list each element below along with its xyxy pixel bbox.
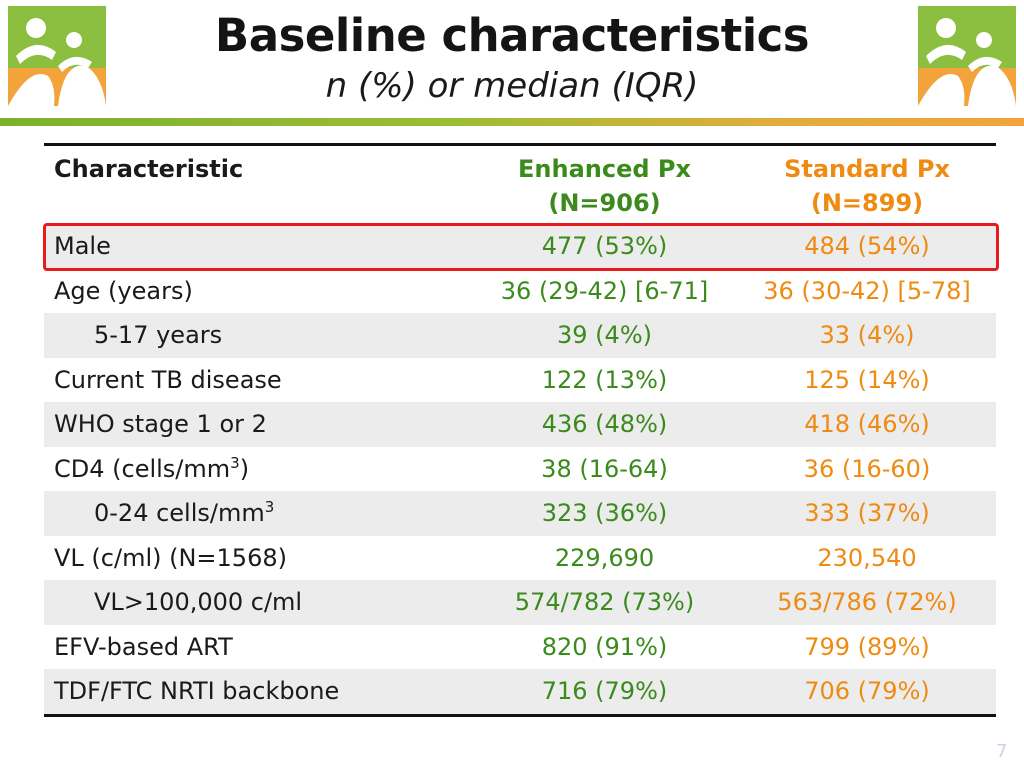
row-label: VL (c/ml) (N=1568): [54, 543, 287, 572]
enhanced-value: 36 (29-42) [6-71]: [500, 276, 709, 305]
family-logo-icon: [8, 6, 106, 106]
standard-value: 799 (89%): [804, 632, 930, 661]
header-enhanced-n: (N=906): [548, 189, 661, 217]
table-row-efv: EFV-based ART 820 (91%) 799 (89%): [44, 625, 996, 670]
row-label-text: 0-24 cells/mm: [94, 499, 265, 527]
row-label-superscript: 3: [264, 498, 275, 516]
slide-subtitle: n (%) or median (IQR): [325, 66, 699, 106]
slide-title: Baseline characteristics: [214, 9, 810, 62]
enhanced-value: 820 (91%): [541, 632, 668, 661]
standard-value: 125 (14%): [804, 365, 930, 394]
row-label-suffix: ): [239, 454, 250, 483]
row-label-superscript: 3: [230, 453, 240, 472]
enhanced-value: 716 (79%): [541, 677, 668, 705]
enhanced-value: 323 (36%): [541, 499, 668, 527]
table-row-age-5-17: 5-17 years 39 (4%) 33 (4%): [44, 313, 996, 358]
table-row-cd4-0-24: 0-24 cells/mm3 323 (36%) 333 (37%): [44, 491, 996, 536]
enhanced-value: 39 (4%): [557, 321, 652, 349]
table-row-cd4: CD4 (cells/mm3) 38 (16-64) 36 (16-60): [44, 447, 996, 492]
standard-value: 484 (54%): [804, 232, 930, 260]
table-header: Characteristic Enhanced Px (N=906) Stand…: [44, 146, 996, 224]
table-row-age: Age (years) 36 (29-42) [6-71] 36 (30-42)…: [44, 269, 996, 314]
row-label: Current TB disease: [54, 365, 282, 394]
table-row-tdf-ftc: TDF/FTC NRTI backbone 716 (79%) 706 (79%…: [44, 669, 996, 714]
standard-value: 33 (4%): [819, 321, 915, 349]
row-label: EFV-based ART: [54, 632, 233, 661]
header-enhanced-label: Enhanced Px: [518, 155, 691, 183]
table-row-vl-high: VL>100,000 c/ml 574/782 (73%) 563/786 (7…: [44, 580, 996, 625]
row-label: Male: [54, 232, 111, 260]
standard-value: 563/786 (72%): [777, 588, 957, 616]
table-row-who-stage: WHO stage 1 or 2 436 (48%) 418 (46%): [44, 402, 996, 447]
page-number: 7: [996, 741, 1008, 762]
table-row-vl: VL (c/ml) (N=1568) 229,690 230,540: [44, 536, 996, 581]
enhanced-value: 229,690: [554, 543, 655, 572]
row-label: WHO stage 1 or 2: [54, 410, 267, 438]
enhanced-value: 477 (53%): [541, 232, 668, 260]
header-standard-n: (N=899): [810, 189, 924, 217]
row-label: CD4 (cells/mm3): [54, 447, 249, 491]
row-label: VL>100,000 c/ml: [94, 588, 303, 616]
header-standard: Standard Px (N=899): [737, 152, 997, 220]
title-divider: [0, 118, 1024, 126]
row-label: 5-17 years: [94, 321, 223, 349]
standard-value: 333 (37%): [804, 499, 930, 527]
header-enhanced: Enhanced Px (N=906): [472, 152, 737, 220]
row-label: TDF/FTC NRTI backbone: [54, 677, 340, 705]
enhanced-value: 122 (13%): [541, 365, 668, 394]
standard-value: 36 (30-42) [5-78]: [763, 276, 971, 305]
enhanced-value: 574/782 (73%): [514, 588, 695, 616]
table-row-male: Male 477 (53%) 484 (54%): [44, 224, 996, 269]
row-label: 0-24 cells/mm3: [94, 491, 274, 535]
header-characteristic: Characteristic: [54, 155, 244, 183]
enhanced-value: 436 (48%): [541, 410, 668, 438]
row-label: Age (years): [54, 276, 193, 305]
standard-value: 418 (46%): [804, 410, 930, 438]
row-label-text: CD4 (cells/mm: [54, 454, 231, 483]
standard-value: 36 (16-60): [803, 454, 931, 483]
standard-value: 706 (79%): [804, 677, 930, 705]
baseline-table: Characteristic Enhanced Px (N=906) Stand…: [44, 143, 996, 717]
enhanced-value: 38 (16-64): [541, 454, 668, 483]
table-row-tb: Current TB disease 122 (13%) 125 (14%): [44, 358, 996, 403]
family-logo-icon: [918, 6, 1016, 106]
header-standard-label: Standard Px: [784, 155, 950, 183]
standard-value: 230,540: [817, 543, 917, 572]
